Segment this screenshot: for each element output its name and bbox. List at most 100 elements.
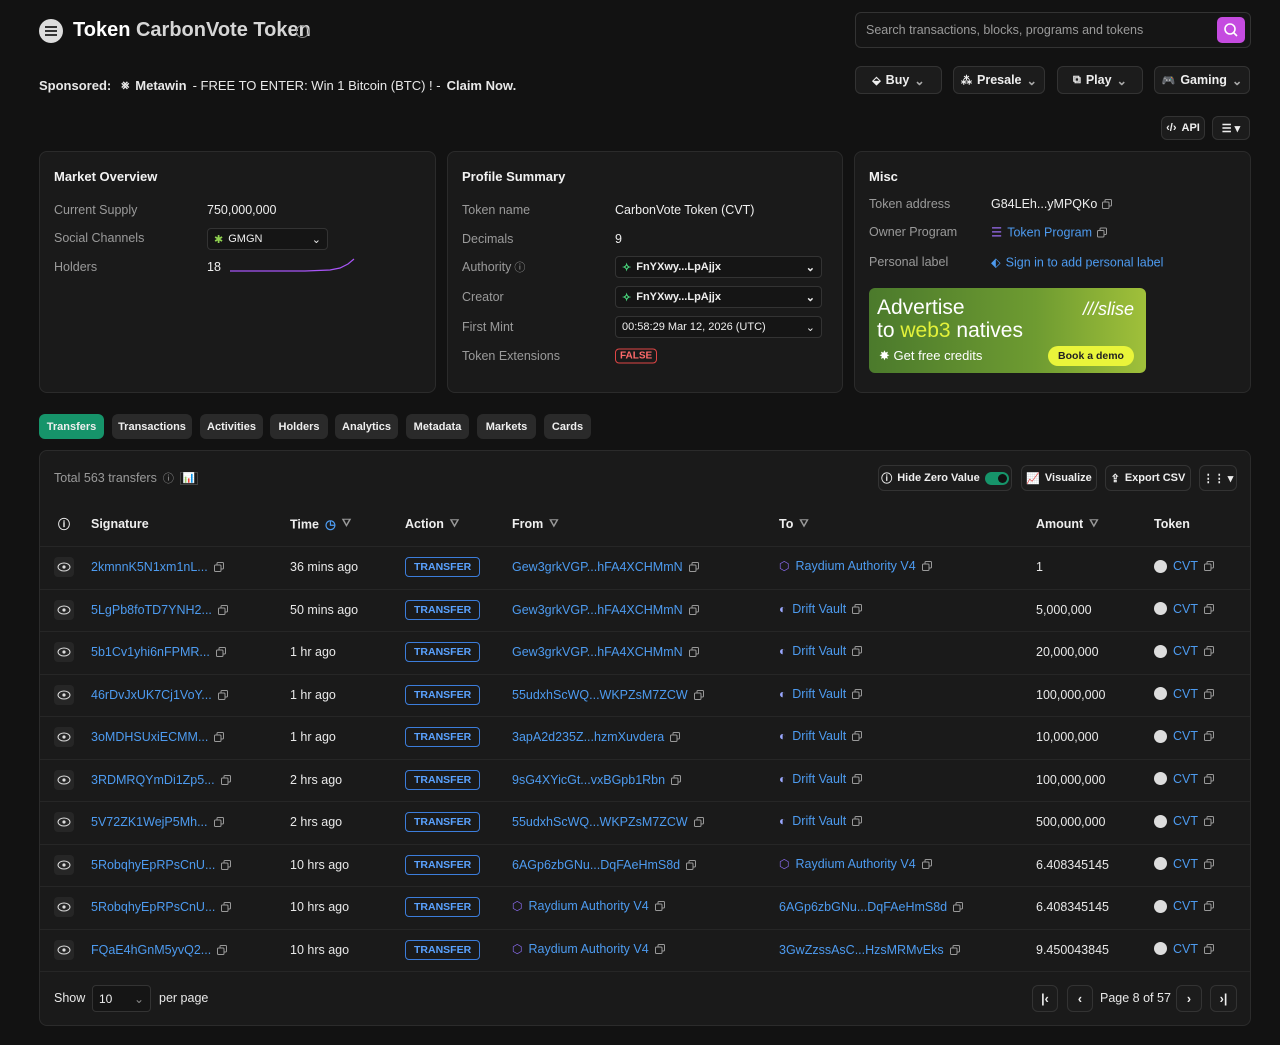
copy-icon[interactable]	[1096, 227, 1107, 237]
view-button[interactable]	[54, 812, 74, 832]
hide-zero-toggle[interactable]: ⓘ Hide Zero Value	[878, 465, 1012, 491]
address-cell[interactable]: ◐ Drift Vault	[779, 644, 863, 658]
address-cell[interactable]: Gew3grkVGP...hFA4XCHMmN	[512, 603, 699, 617]
signature-cell[interactable]: 3oMDHSUxiECMM...	[91, 730, 225, 744]
copy-icon[interactable]	[852, 688, 863, 699]
copy-icon[interactable]	[1204, 688, 1214, 699]
address-cell[interactable]: Gew3grkVGP...hFA4XCHMmN	[512, 645, 699, 659]
nav-button[interactable]: ⁂ Presale ⌄	[953, 66, 1045, 94]
signature-cell[interactable]: 5LgPb8foTD7YNH2...	[91, 603, 228, 617]
copy-icon[interactable]	[1204, 603, 1214, 614]
copy-icon[interactable]	[670, 732, 681, 742]
api-button[interactable]: ‹/› API	[1161, 116, 1205, 140]
signature-cell[interactable]: 5V72ZK1WejP5Mh...	[91, 815, 224, 829]
token-cell[interactable]: CVT	[1154, 942, 1214, 956]
token-cell[interactable]: CVT	[1154, 729, 1214, 743]
token-cell[interactable]: CVT	[1154, 644, 1214, 658]
address-cell[interactable]: ◐ Drift Vault	[779, 729, 863, 743]
token-cell[interactable]: CVT	[1154, 687, 1214, 701]
view-button[interactable]	[54, 854, 74, 875]
address-cell[interactable]: 3apA2d235Z...hzmXuvdera	[512, 730, 681, 744]
tab[interactable]: Markets	[477, 414, 536, 439]
view-button[interactable]	[54, 939, 74, 960]
copy-icon[interactable]	[852, 646, 863, 656]
export-button[interactable]: ⇪ Export CSV	[1105, 465, 1191, 491]
address-cell[interactable]: ◐ Drift Vault	[779, 687, 863, 701]
copy-icon[interactable]	[215, 647, 226, 657]
copy-icon[interactable]	[213, 817, 224, 827]
copy-icon[interactable]	[1204, 731, 1214, 741]
copy-icon[interactable]	[686, 859, 697, 870]
signature-cell[interactable]: 5RobqhyEpRPsCnU...	[91, 858, 232, 872]
filter-icon[interactable]: ⛛	[549, 517, 559, 530]
view-button[interactable]	[54, 684, 74, 705]
columns-menu[interactable]: ⋮⋮ ▾	[1199, 465, 1237, 491]
address-cell[interactable]: ◐ Drift Vault	[779, 772, 863, 786]
address-cell[interactable]: ⬡ Raydium Authority V4	[779, 857, 932, 871]
address-cell[interactable]: 55udxhScWQ...WKPZsM7ZCW	[512, 815, 704, 829]
view-button[interactable]	[54, 769, 74, 790]
signature-cell[interactable]: 3RDMRQYmDi1Zp5...	[91, 773, 231, 787]
signature-cell[interactable]: 2kmnnK5N1xm1nL...	[91, 560, 224, 574]
token-cell[interactable]: CVT	[1154, 602, 1214, 616]
help-icon[interactable]	[296, 25, 309, 38]
address-cell[interactable]: 3GwZzssAsC...HzsMRMvEks	[779, 943, 960, 957]
address-cell[interactable]: ◐ Drift Vault	[779, 814, 863, 828]
filter-icon[interactable]: ⛛	[341, 517, 352, 530]
tab[interactable]: Analytics	[335, 414, 398, 439]
copy-icon[interactable]	[1102, 199, 1113, 209]
copy-icon[interactable]	[221, 859, 232, 870]
copy-icon[interactable]	[852, 603, 863, 614]
sponsored-line[interactable]: Sponsored: ⨳ Metawin - FREE TO ENTER: Wi…	[39, 77, 517, 93]
copy-icon[interactable]	[1204, 816, 1214, 826]
copy-icon[interactable]	[1204, 943, 1214, 954]
dropdown[interactable]: 00:58:29 Mar 12, 2026 (UTC) ⌄	[615, 316, 822, 338]
view-menu[interactable]: ☰ ▾	[1212, 116, 1250, 140]
address-cell[interactable]: ◐ Drift Vault	[779, 602, 863, 616]
copy-icon[interactable]	[921, 858, 932, 869]
copy-icon[interactable]	[1204, 561, 1214, 571]
copy-icon[interactable]	[214, 732, 225, 742]
logo[interactable]	[39, 19, 63, 43]
token-cell[interactable]: CVT	[1154, 814, 1214, 828]
tab[interactable]: Transfers	[39, 414, 104, 439]
copy-icon[interactable]	[852, 773, 863, 784]
copy-icon[interactable]	[688, 604, 699, 615]
view-button[interactable]	[54, 557, 74, 577]
token-cell[interactable]: CVT	[1154, 899, 1214, 913]
ad-cta[interactable]: Book a demo	[1048, 346, 1134, 366]
search-box[interactable]: Search transactions, blocks, programs an…	[855, 12, 1251, 48]
signature-cell[interactable]: 46rDvJxUK7Cj1VoY...	[91, 688, 228, 702]
copy-icon[interactable]	[921, 561, 932, 571]
copy-icon[interactable]	[688, 562, 699, 572]
signature-cell[interactable]: 5b1Cv1yhi6nFPMR...	[91, 645, 226, 659]
next-page[interactable]: ›	[1176, 985, 1202, 1012]
search-button[interactable]	[1217, 17, 1245, 43]
view-button[interactable]	[54, 897, 74, 917]
copy-icon[interactable]	[217, 604, 228, 615]
visualize-button[interactable]: 📈 Visualize	[1021, 465, 1097, 491]
copy-icon[interactable]	[220, 774, 231, 785]
first-page[interactable]: |‹	[1032, 985, 1058, 1012]
copy-icon[interactable]	[1204, 773, 1214, 784]
copy-icon[interactable]	[1204, 858, 1214, 869]
copy-icon[interactable]	[654, 943, 665, 954]
owner-program[interactable]: ☰ Token Program	[991, 225, 1107, 240]
view-button[interactable]	[54, 599, 74, 620]
personal-label-link[interactable]: ⬖ Sign in to add personal label	[991, 255, 1164, 270]
token-cell[interactable]: CVT	[1154, 857, 1214, 871]
address-cell[interactable]: 55udxhScWQ...WKPZsM7ZCW	[512, 688, 704, 702]
copy-icon[interactable]	[949, 944, 960, 955]
token-cell[interactable]: CVT	[1154, 772, 1214, 786]
prev-page[interactable]: ‹	[1067, 985, 1093, 1012]
per-page-select[interactable]: 10 ⌄	[92, 985, 151, 1012]
signature-cell[interactable]: FQaE4hGnM5yvQ2...	[91, 943, 228, 957]
copy-icon[interactable]	[953, 902, 964, 912]
nav-button[interactable]: ⬙ Buy ⌄	[855, 66, 942, 94]
tab[interactable]: Holders	[270, 414, 328, 439]
filter-icon[interactable]: ⛛	[1089, 517, 1099, 530]
copy-icon[interactable]	[852, 731, 863, 741]
address-cell[interactable]: 6AGp6zbGNu...DqFAeHmS8d	[779, 900, 964, 914]
copy-icon[interactable]	[1204, 901, 1214, 911]
copy-icon[interactable]	[654, 901, 665, 911]
